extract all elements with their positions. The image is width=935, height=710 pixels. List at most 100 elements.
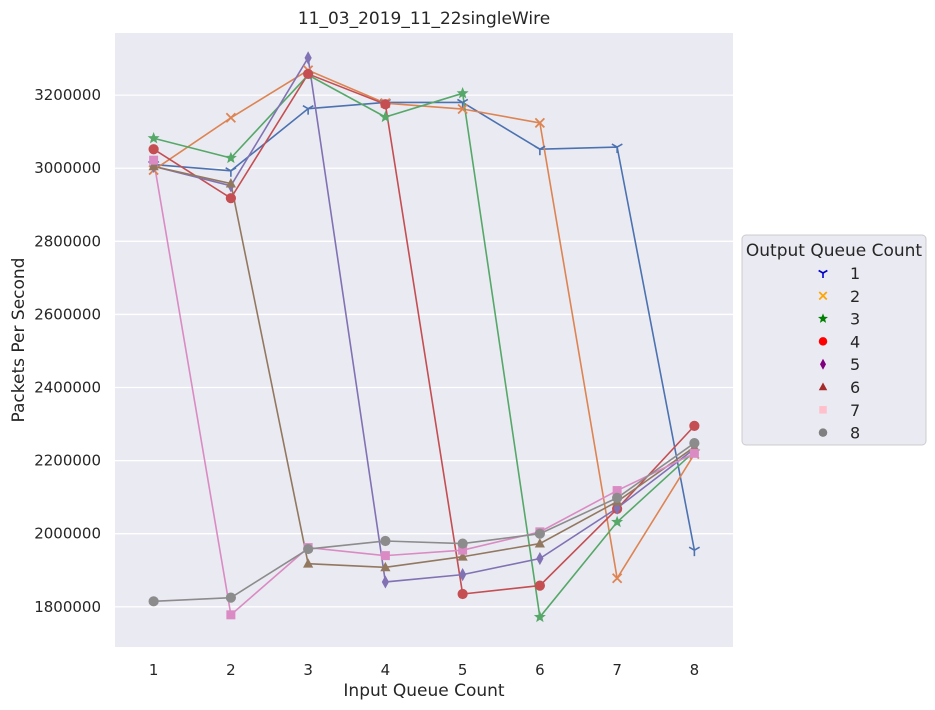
- data-point-series-3: [611, 515, 624, 528]
- data-point-series-7: [226, 610, 236, 620]
- marker-stroke: [611, 573, 623, 584]
- data-point-series-5: [536, 551, 544, 566]
- legend-marker-7: [819, 406, 827, 414]
- marker-stroke: [616, 143, 623, 148]
- data-point-series-3: [224, 151, 237, 164]
- data-point-series-4: [225, 193, 236, 204]
- data-point-series-7: [612, 486, 622, 496]
- x-axis-ticks: 1 2 3 4 5 6 7 8: [149, 661, 699, 679]
- x-tick-label: 5: [458, 661, 468, 679]
- y-tick-label: 2800000: [34, 232, 101, 250]
- marker-stroke: [688, 546, 695, 551]
- legend-label-2: 2: [850, 287, 860, 306]
- legend: Output Queue Count 1 2 3 4 5 6 7 8: [741, 234, 927, 446]
- data-point-series-5: [613, 501, 621, 515]
- data-point-series-8: [303, 543, 314, 555]
- data-point-series-4: [148, 144, 159, 155]
- data-point-series-6: [148, 160, 159, 171]
- data-point-series-8: [689, 437, 700, 449]
- marker-stroke: [457, 98, 464, 104]
- data-point-series-8: [534, 528, 545, 539]
- x-tick-label: 6: [535, 661, 545, 679]
- legend-marker-5: [820, 358, 826, 370]
- data-point-series-4: [380, 99, 391, 110]
- grid: [115, 94, 733, 608]
- legend-marker-2: [818, 291, 828, 301]
- marker-stroke: [534, 117, 546, 129]
- legend-title: Output Queue Count: [746, 241, 923, 261]
- legend-label-3: 3: [850, 310, 860, 329]
- x-axis-label: Input Queue Count: [343, 681, 504, 701]
- series-line-1: [153, 101, 696, 551]
- data-point-series-5: [459, 568, 467, 582]
- data-point-series-2: [225, 112, 237, 123]
- data-point-series-1: [611, 143, 623, 154]
- data-point-series-7: [458, 545, 468, 555]
- y-tick-label: 2000000: [34, 525, 101, 543]
- plot-background: [115, 33, 733, 647]
- data-point-series-6: [457, 551, 468, 561]
- y-axis-ticks: 1800000 2000000 2200000 2400000 2600000 28000…: [34, 86, 101, 616]
- y-tick-label: 2600000: [34, 305, 101, 323]
- series-line-6: [153, 165, 695, 569]
- legend-marker-4: [818, 337, 828, 346]
- data-point-series-7: [689, 448, 699, 458]
- data-point-series-3: [456, 87, 469, 99]
- data-point-series-2: [457, 103, 468, 115]
- data-point-series-2: [611, 573, 623, 584]
- marker-stroke: [818, 291, 828, 301]
- data-point-series-2: [534, 117, 546, 129]
- data-point-series-6: [225, 178, 236, 188]
- data-point-series-4: [303, 68, 314, 80]
- legend-label-7: 7: [850, 401, 860, 420]
- legend-label-5: 5: [850, 355, 860, 374]
- marker-stroke: [462, 98, 469, 104]
- y-tick-label: 1800000: [34, 598, 101, 616]
- series-line-4: [153, 72, 695, 595]
- legend-marker-3: [818, 313, 828, 323]
- data-point-series-5: [381, 575, 389, 589]
- x-tick-label: 1: [149, 661, 159, 679]
- series-markers: [147, 51, 701, 623]
- data-point-series-7: [380, 551, 390, 561]
- data-point-series-1: [688, 546, 700, 557]
- y-tick-label: 2200000: [34, 452, 101, 470]
- legend-marker-1: [818, 269, 828, 278]
- marker-stroke: [302, 104, 309, 110]
- series-line-2: [153, 69, 696, 581]
- series-line-7: [152, 160, 695, 617]
- legend-label-4: 4: [850, 332, 860, 351]
- y-tick-label: 2400000: [34, 379, 101, 397]
- marker-stroke: [225, 112, 237, 123]
- x-tick-label: 3: [303, 661, 313, 679]
- data-point-series-8: [612, 492, 623, 503]
- series-line-5: [153, 55, 695, 583]
- marker-stroke: [225, 167, 232, 172]
- x-tick-label: 7: [612, 661, 622, 679]
- data-point-series-3: [379, 110, 392, 123]
- data-point-series-3: [147, 131, 160, 144]
- y-axis-label: Packets Per Second: [9, 258, 29, 423]
- series-line-3: [153, 74, 695, 619]
- legend-label-1: 1: [850, 264, 860, 283]
- data-point-series-8: [380, 535, 391, 547]
- marker-stroke: [539, 145, 546, 150]
- marker-stroke: [822, 269, 828, 274]
- data-point-series-5: [304, 51, 312, 65]
- data-point-series-7: [149, 155, 159, 165]
- data-point-series-4: [457, 588, 468, 600]
- data-point-series-6: [380, 561, 391, 572]
- data-point-series-1: [457, 98, 469, 109]
- marker-stroke: [307, 104, 314, 110]
- data-point-series-8: [457, 538, 468, 549]
- data-point-series-8: [148, 596, 159, 607]
- legend-items: 1 2 3 4 5 6 7 8: [818, 264, 860, 443]
- data-point-series-8: [225, 592, 236, 603]
- data-point-series-4: [534, 580, 545, 591]
- marker-stroke: [611, 143, 618, 148]
- data-point-series-6: [534, 538, 545, 548]
- marker-stroke: [818, 269, 824, 274]
- legend-marker-8: [818, 428, 828, 437]
- marker-stroke: [230, 167, 237, 172]
